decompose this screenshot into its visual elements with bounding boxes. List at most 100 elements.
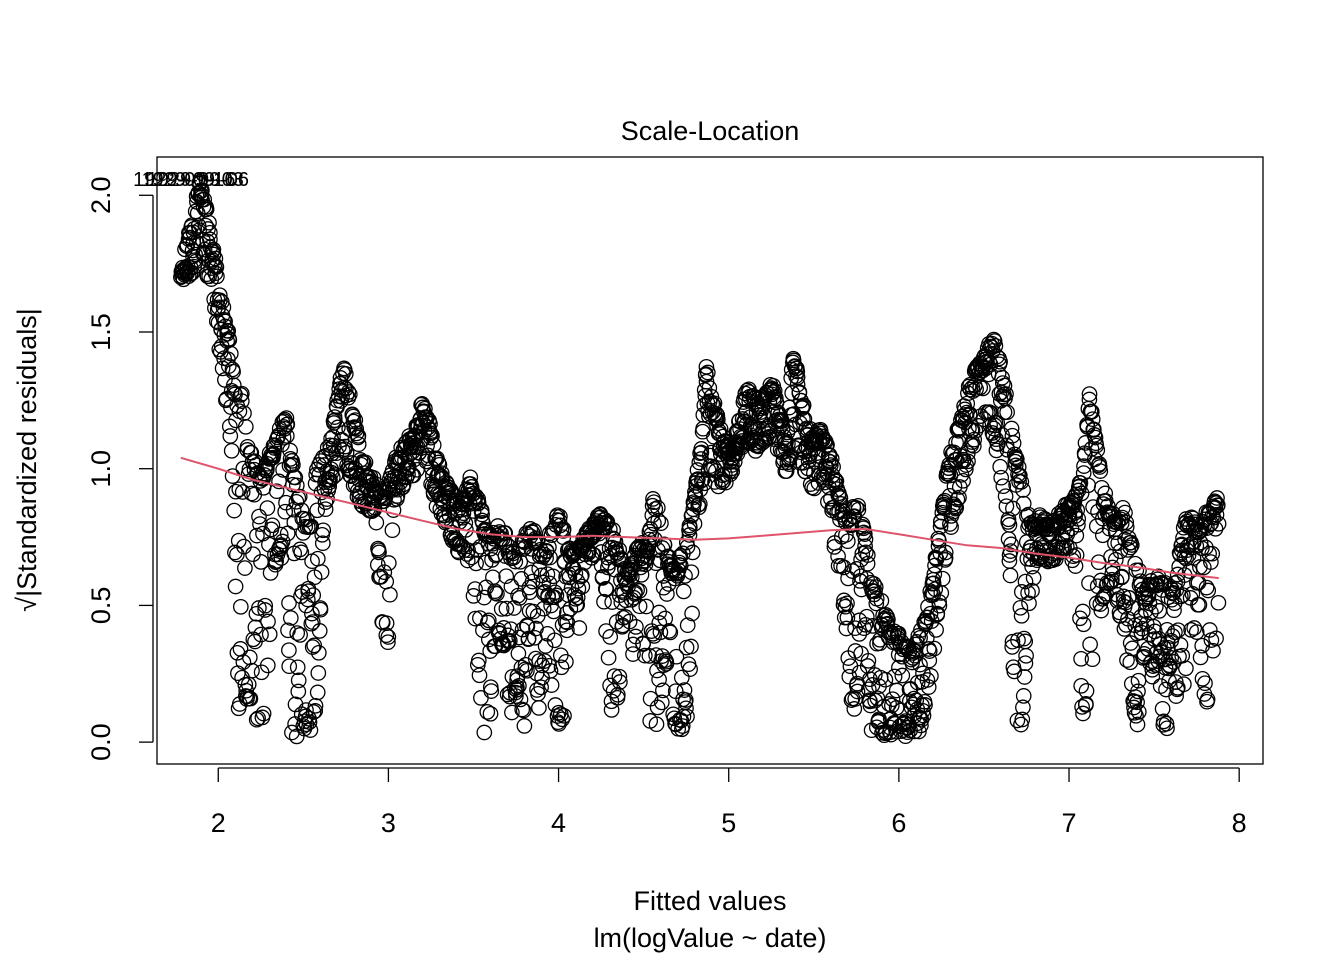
data-point	[1097, 485, 1114, 502]
data-point	[621, 613, 638, 630]
data-point	[635, 635, 651, 652]
data-point	[1013, 607, 1030, 624]
data-point	[1003, 536, 1019, 553]
data-point	[848, 561, 865, 577]
data-point	[571, 620, 588, 636]
data-point	[654, 540, 671, 556]
data-point	[951, 420, 968, 437]
data-point	[591, 516, 607, 533]
data-point	[559, 605, 575, 621]
data-point	[675, 583, 692, 600]
data-point	[1001, 517, 1018, 533]
data-point	[239, 688, 256, 705]
data-point	[259, 500, 276, 516]
data-point	[288, 493, 305, 510]
data-point	[1166, 654, 1182, 670]
data-point	[1176, 676, 1192, 693]
data-point	[480, 612, 497, 629]
data-point	[558, 653, 574, 670]
data-point	[770, 404, 787, 421]
data-point	[396, 468, 413, 485]
data-point	[281, 642, 297, 659]
data-point	[1210, 515, 1227, 532]
data-point	[244, 662, 260, 679]
data-point	[674, 718, 691, 734]
data-point	[532, 541, 549, 558]
data-point	[906, 723, 923, 740]
data-point	[227, 578, 244, 595]
data-point	[547, 697, 564, 713]
data-point	[233, 393, 250, 409]
data-point	[655, 682, 671, 699]
data-point	[347, 412, 364, 428]
data-point	[992, 353, 1008, 370]
data-point	[317, 494, 334, 510]
data-point	[326, 409, 343, 425]
data-point	[255, 705, 272, 722]
data-point	[1009, 712, 1026, 729]
data-point	[1010, 632, 1026, 649]
data-point	[519, 662, 535, 679]
data-point	[1024, 582, 1040, 599]
data-point	[551, 716, 567, 732]
data-point	[948, 499, 965, 516]
data-point	[208, 259, 225, 275]
data-point	[1015, 495, 1032, 512]
data-point	[1209, 497, 1226, 514]
data-point	[609, 686, 626, 703]
data-point	[292, 627, 308, 643]
data-point	[233, 385, 250, 402]
data-point	[1198, 579, 1215, 596]
data-point	[1186, 620, 1203, 636]
data-point	[536, 653, 553, 669]
data-point	[350, 436, 367, 453]
data-point	[338, 444, 355, 461]
data-point	[599, 514, 616, 530]
data-point	[1120, 542, 1136, 558]
point-annotation: 1929-09-06	[147, 169, 249, 191]
data-point	[926, 566, 943, 583]
data-point	[1122, 539, 1139, 556]
data-point	[866, 576, 882, 592]
data-point	[1205, 642, 1221, 659]
data-point	[305, 704, 322, 720]
data-point	[636, 647, 653, 664]
data-point	[334, 442, 351, 459]
data-point	[278, 410, 295, 426]
data-point	[796, 411, 813, 427]
data-point	[1123, 537, 1140, 553]
data-point	[313, 564, 330, 580]
data-point	[919, 672, 936, 688]
data-point	[856, 526, 873, 542]
data-point	[826, 539, 843, 555]
data-point	[533, 679, 549, 696]
data-point	[1013, 584, 1030, 600]
data-point	[699, 364, 716, 381]
data-point	[194, 182, 210, 199]
data-point	[225, 363, 241, 380]
data-point	[274, 533, 291, 550]
data-point	[487, 547, 504, 564]
data-point	[1015, 688, 1032, 704]
data-point	[843, 517, 860, 534]
x-tick-label: 2	[211, 808, 226, 838]
data-point	[624, 555, 641, 572]
data-point	[222, 428, 239, 444]
data-point	[962, 381, 979, 398]
data-point	[710, 478, 727, 495]
data-point	[1192, 649, 1209, 666]
data-point	[1015, 699, 1031, 716]
data-point	[1121, 589, 1138, 606]
data-point	[1129, 694, 1145, 711]
data-point	[384, 522, 401, 539]
data-point	[594, 568, 611, 585]
data-point	[891, 659, 907, 676]
data-point	[467, 581, 483, 597]
data-point	[1199, 691, 1216, 708]
data-point	[1151, 603, 1168, 619]
data-point	[836, 592, 852, 609]
data-point	[708, 406, 725, 422]
data-point	[327, 454, 344, 471]
data-point	[908, 634, 925, 650]
data-point	[345, 413, 362, 430]
